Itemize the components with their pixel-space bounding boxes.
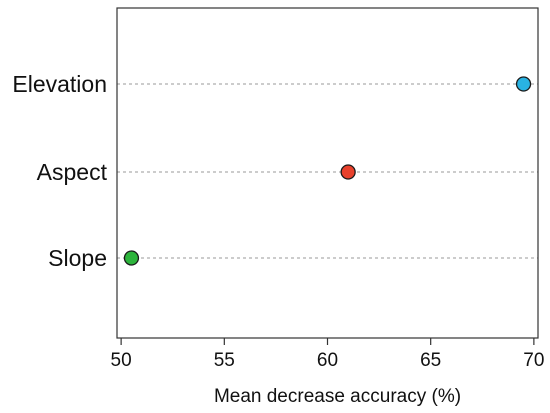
x-tick-label-60: 60 xyxy=(317,350,338,371)
point-elevation xyxy=(515,76,532,92)
point-aspect xyxy=(340,164,356,180)
x-tick-label-55: 55 xyxy=(214,350,235,371)
category-label-aspect: Aspect xyxy=(37,159,108,185)
y-axis-category-labels: Elevation Aspect Slope xyxy=(12,71,107,271)
x-tick-label-50: 50 xyxy=(111,350,132,371)
x-axis-title: Mean decrease accuracy (%) xyxy=(214,386,461,407)
x-axis-ticks: 50 55 60 65 70 xyxy=(111,338,544,371)
grid-layer xyxy=(117,83,538,259)
x-tick-label-70: 70 xyxy=(523,350,544,371)
data-points xyxy=(123,76,532,266)
x-tick-label-65: 65 xyxy=(420,350,441,371)
point-slope xyxy=(123,250,140,266)
category-label-elevation: Elevation xyxy=(12,71,107,97)
category-label-slope: Slope xyxy=(48,245,107,271)
plot-area-frame xyxy=(116,7,539,339)
